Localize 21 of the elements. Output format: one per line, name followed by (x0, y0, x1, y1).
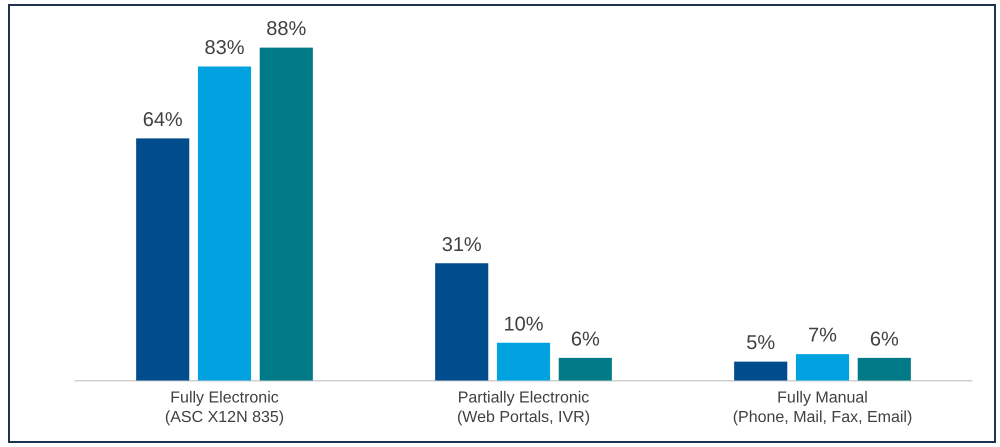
data-label: 88% (266, 18, 307, 40)
data-label: 64% (142, 108, 183, 131)
bar (858, 358, 911, 381)
data-label: 6% (870, 328, 899, 350)
bar (198, 66, 252, 381)
data-label: 7% (808, 324, 838, 347)
bar (558, 358, 612, 381)
bar (136, 138, 190, 381)
bar (260, 48, 313, 381)
x-tick-label: Fully Electronic (ASC X12N 835) (164, 390, 284, 426)
data-label: 6% (570, 328, 600, 350)
data-label: 10% (503, 313, 544, 336)
x-tick-label: Fully Manual (Phone, Mail, Fax, Email) (732, 390, 912, 426)
bar (796, 354, 850, 381)
data-label: 5% (746, 332, 776, 354)
data-label: 31% (442, 234, 482, 256)
bar (496, 342, 550, 381)
x-tick-label: Partially Electronic (Web Portals, IVR) (456, 390, 590, 426)
bar (734, 362, 788, 381)
data-label: 83% (204, 37, 245, 60)
bar (435, 263, 488, 381)
